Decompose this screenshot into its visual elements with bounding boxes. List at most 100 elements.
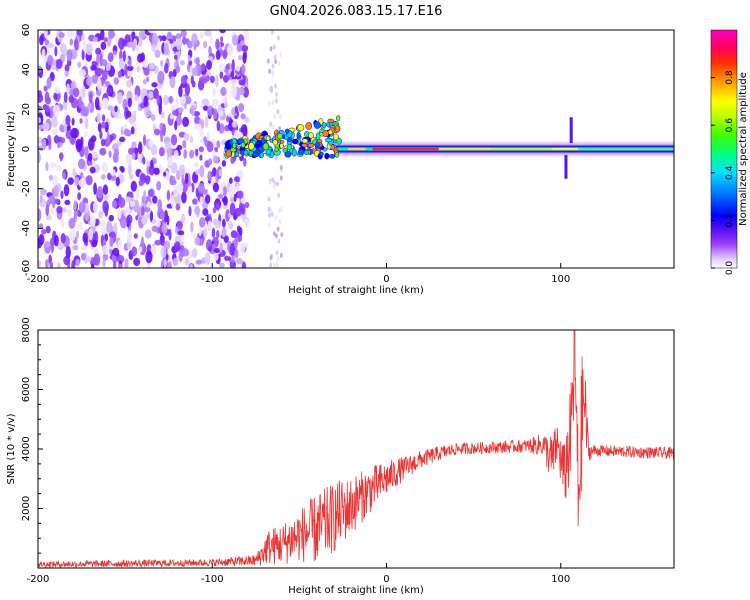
spectrogram-noise-blob: [52, 104, 61, 117]
spectrogram-noise-blob: [216, 120, 220, 132]
spectrogram-noise-blob: [266, 58, 270, 64]
spectrogram-noise-blob: [177, 230, 185, 236]
spectrogram-noise-blob: [112, 260, 117, 268]
spectrogram-noise-blob: [166, 215, 170, 226]
spectrogram-noise-blob: [54, 87, 61, 95]
spectrogram-noise-blob: [107, 172, 112, 181]
spectrogram-noise-blob: [102, 200, 109, 214]
spectrogram-noise-blob: [59, 43, 67, 54]
spectrogram-noise-blob: [234, 176, 240, 183]
spectrogram-noise-blob: [131, 141, 137, 149]
spectrogram-noise-blob: [178, 107, 184, 113]
spectrogram-noise-blob: [271, 30, 274, 35]
spectrogram-noise-blob: [229, 259, 237, 268]
spectrogram-noise-blob: [44, 259, 49, 268]
spectrogram-noise-blob: [130, 180, 138, 192]
spectrogram-noise-blob: [144, 175, 151, 185]
spectrogram-carrier-blob: [282, 148, 288, 153]
spectrogram-noise-blob: [137, 141, 143, 155]
spectrogram-noise-blob: [151, 82, 158, 88]
spectrogram-noise-blob: [276, 256, 280, 262]
spectrogram-noise-blob: [173, 150, 179, 160]
spectrogram-noise-blob: [244, 117, 250, 124]
spectrogram-carrier-blob: [243, 149, 249, 156]
spectrogram-noise-blob: [190, 104, 196, 117]
spectrogram-noise-blob: [180, 30, 187, 38]
spectrogram-noise-blob: [64, 70, 69, 77]
spectrogram-carrier-blob: [313, 121, 321, 129]
spectrogram-noise-blob: [145, 110, 152, 116]
spectrogram-carrier-blob: [240, 142, 246, 148]
spectrogram-noise-blob: [167, 261, 172, 268]
spectrogram-noise-blob: [244, 201, 250, 209]
colorbar-tick-label: 0.8: [725, 70, 735, 85]
spectrogram-noise-blob: [187, 54, 191, 61]
spectrogram-noise-blob: [268, 100, 271, 107]
spectrogram-noise-blob: [89, 166, 96, 174]
spectrogram-noise-blob: [66, 207, 72, 217]
spectrogram-noise-blob: [212, 87, 216, 98]
spectrogram-carrier-core: [438, 147, 492, 151]
spectrogram-noise-blob: [38, 208, 42, 222]
spectrogram-noise-blob: [208, 45, 212, 56]
spectrogram-noise-blob: [154, 239, 162, 246]
spectrogram-noise-blob: [190, 75, 194, 85]
spectrogram-noise-blob: [102, 258, 106, 268]
spectrogram-carrier-blob: [303, 150, 309, 155]
spectrogram-ytick-label: -60: [21, 260, 32, 276]
spectrogram-noise-blob: [80, 244, 88, 251]
spectrogram-noise-blob: [129, 200, 135, 208]
spectrogram-noise-blob: [73, 38, 79, 51]
colorbar-tick-label: 0.2: [725, 213, 735, 227]
spectrogram-noise-blob: [219, 30, 226, 34]
spectrogram-noise-blob: [199, 196, 204, 206]
spectrogram-noise-blob: [118, 37, 125, 50]
spectrogram-noise-blob: [225, 209, 230, 222]
spectrogram-noise-blob: [279, 52, 283, 58]
spectrogram-noise-blob: [154, 49, 161, 58]
spectrogram-noise-blob: [271, 123, 275, 130]
spectrogram-noise-blob: [169, 179, 177, 186]
spectrogram-noise-blob: [96, 186, 104, 199]
spectrogram-noise-blob: [212, 182, 220, 193]
spectrogram-noise-blob: [216, 140, 221, 149]
spectrogram-noise-blob: [234, 105, 239, 114]
spectrogram-noise-blob: [53, 135, 60, 144]
spectrogram-noise-blob: [72, 244, 79, 251]
spectrogram-noise-blob: [220, 86, 227, 97]
spectrogram-noise-blob: [170, 162, 178, 174]
spectrogram-carrier-core: [348, 147, 366, 151]
spectrogram-noise-blob: [274, 91, 278, 98]
colorbar-label: Normalized spectral amplitude: [738, 72, 749, 226]
spectrogram-noise-blob: [202, 105, 209, 111]
spectrogram-noise-blob: [85, 175, 93, 186]
spectrogram-carrier-blob: [324, 152, 330, 160]
spectrogram-noise-blob: [176, 144, 183, 151]
spectrogram-noise-blob: [274, 58, 278, 65]
spectrogram-noise-blob: [125, 110, 132, 118]
spectrogram-noise-blob: [147, 189, 154, 197]
spectrogram-noise-blob: [201, 98, 209, 105]
spectrogram-noise-blob: [72, 87, 80, 98]
spectrogram-noise-blob: [218, 262, 225, 268]
spectrogram-noise-blob: [106, 87, 113, 95]
spectrogram-noise-blob: [110, 168, 116, 176]
spectrogram-noise-blob: [151, 32, 159, 46]
snr-xtick-label: -200: [27, 574, 50, 585]
spectrogram-noise-blob: [100, 59, 108, 67]
spectrogram-noise-blob: [160, 111, 165, 119]
spectrogram-noise-blob: [238, 79, 246, 86]
spectrogram-noise-blob: [222, 195, 228, 206]
spectrogram-noise-blob: [95, 47, 102, 56]
spectrogram-noise-blob: [181, 191, 187, 204]
snr-ytick-label: 2000: [21, 496, 32, 521]
spectrogram-noise-blob: [183, 103, 187, 110]
spectrogram-noise-blob: [234, 248, 239, 259]
spectrogram-noise-blob: [78, 96, 83, 109]
spectrogram-noise-blob: [272, 44, 276, 50]
spectrogram-noise-blob: [277, 238, 281, 244]
spectrogram-noise-blob: [112, 50, 117, 56]
spectrogram-noise-blob: [143, 95, 149, 107]
spectrogram-noise-blob: [218, 169, 223, 177]
spectrogram-noise-blob: [271, 63, 275, 69]
